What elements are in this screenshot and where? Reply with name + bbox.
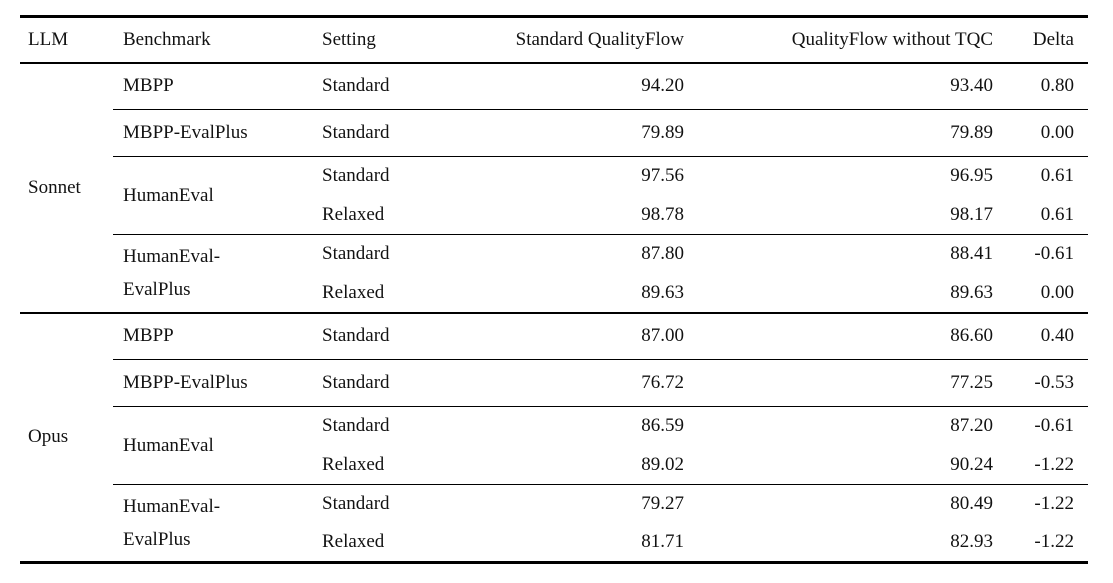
- table-row: HumanEval Standard 86.59 87.20 -0.61: [20, 406, 1088, 485]
- cell-qualityflow-without-tqc: 96.95: [690, 156, 998, 196]
- cell-delta: 0.61: [998, 156, 1088, 196]
- cell-standard-qualityflow: 94.20: [641, 75, 684, 97]
- table-row: Relaxed 89.02 90.24 -1.22: [20, 446, 1088, 485]
- cell-benchmark: MBPP-EvalPlus: [113, 359, 315, 407]
- cell-setting: Standard: [315, 359, 440, 407]
- cell-delta: -1.22: [998, 484, 1088, 524]
- cell-qualityflow-without-tqc: 82.93: [950, 531, 993, 553]
- cell-delta: 0.80: [1040, 75, 1074, 97]
- table-row: Relaxed 81.71 82.93 -1.22: [20, 524, 1088, 563]
- cell-delta: 0.00: [1040, 281, 1074, 303]
- cell-delta: -0.61: [998, 234, 1088, 274]
- table-row: Opus MBPP Standard 87.00 86.60 0.40: [20, 311, 1088, 563]
- cell-qualityflow-without-tqc: 90.24: [950, 453, 993, 475]
- cell-qualityflow-without-tqc: 87.20: [690, 406, 998, 446]
- paper-table-figure: LLM Benchmark Setting Standard QualityFl…: [20, 15, 1088, 564]
- cell-setting: Standard: [315, 234, 440, 274]
- cell-benchmark: MBPP: [113, 311, 315, 360]
- table-row: Sonnet MBPP Standard 94.20 93.40 0.80: [20, 63, 1088, 197]
- cell-standard-qualityflow: 89.02: [641, 453, 684, 475]
- results-table: LLM Benchmark Setting Standard QualityFl…: [20, 15, 1088, 564]
- table-row: MBPP-EvalPlus Standard 76.72 77.25 -0.53: [20, 359, 1088, 407]
- cell-standard-qualityflow: 89.63: [641, 281, 684, 303]
- table-row: MBPP-EvalPlus Standard 79.89 79.89 0.00: [20, 109, 1088, 157]
- cell-standard-qualityflow: 86.59: [440, 406, 690, 446]
- cell-qualityflow-without-tqc: 80.49: [690, 484, 998, 524]
- cell-qualityflow-without-tqc: 88.41: [690, 234, 998, 274]
- cell-setting: Standard: [315, 484, 440, 524]
- llm-group-label-opus: Opus: [20, 311, 113, 563]
- header-qualityflow-without-tqc: QualityFlow without TQC: [791, 28, 993, 50]
- table-row: Relaxed 89.63 89.63 0.00: [20, 274, 1088, 313]
- cell-qualityflow-without-tqc: 79.89: [690, 109, 998, 157]
- table-row: Relaxed 98.78 98.17 0.61: [20, 196, 1088, 235]
- llm-group-label-sonnet: Sonnet: [28, 176, 81, 198]
- cell-benchmark: MBPP: [123, 75, 174, 97]
- cell-setting: Relaxed: [322, 203, 385, 225]
- cell-qualityflow-without-tqc: 89.63: [950, 281, 993, 303]
- cell-delta: 0.40: [998, 311, 1088, 360]
- cell-setting: Standard: [315, 156, 440, 196]
- cell-delta: 0.61: [1040, 203, 1074, 225]
- cell-setting: Standard: [322, 75, 390, 97]
- header-standard-qualityflow: Standard QualityFlow: [515, 28, 684, 50]
- cell-qualityflow-without-tqc: 93.40: [950, 75, 993, 97]
- cell-benchmark: MBPP-EvalPlus: [113, 109, 315, 157]
- header-benchmark: Benchmark: [123, 28, 211, 50]
- cell-standard-qualityflow: 81.71: [641, 531, 684, 553]
- header-delta: Delta: [1032, 28, 1074, 50]
- cell-standard-qualityflow: 87.00: [440, 311, 690, 360]
- cell-standard-qualityflow: 97.56: [440, 156, 690, 196]
- cell-delta: 0.00: [998, 109, 1088, 157]
- cell-setting: Standard: [315, 311, 440, 360]
- header-llm: LLM: [28, 28, 69, 50]
- cell-setting: Relaxed: [322, 531, 385, 553]
- cell-benchmark: HumanEval-EvalPlus: [113, 234, 315, 313]
- cell-standard-qualityflow: 79.89: [440, 109, 690, 157]
- cell-delta: -0.53: [998, 359, 1088, 407]
- cell-standard-qualityflow: 79.27: [440, 484, 690, 524]
- cell-qualityflow-without-tqc: 86.60: [690, 311, 998, 360]
- cell-qualityflow-without-tqc: 98.17: [950, 203, 993, 225]
- cell-setting: Relaxed: [322, 453, 385, 475]
- header-row: LLM Benchmark Setting Standard QualityFl…: [20, 17, 1088, 63]
- cell-benchmark: HumanEval: [113, 156, 315, 235]
- cell-delta: -1.22: [1034, 531, 1074, 553]
- table-row: HumanEval-EvalPlus Standard 79.27 80.49 …: [20, 484, 1088, 563]
- cell-setting: Standard: [315, 406, 440, 446]
- cell-benchmark: HumanEval: [113, 406, 315, 485]
- cell-standard-qualityflow: 76.72: [440, 359, 690, 407]
- cell-qualityflow-without-tqc: 77.25: [690, 359, 998, 407]
- cell-delta: -1.22: [1034, 453, 1074, 475]
- cell-standard-qualityflow: 98.78: [641, 203, 684, 225]
- benchmark-label: HumanEval-EvalPlus: [123, 496, 221, 550]
- table-row: HumanEval Standard 97.56 96.95 0.61: [20, 156, 1088, 235]
- header-setting: Setting: [322, 28, 376, 50]
- cell-benchmark: HumanEval-EvalPlus: [113, 484, 315, 563]
- benchmark-label: HumanEval-EvalPlus: [123, 246, 221, 301]
- cell-setting: Standard: [315, 109, 440, 157]
- cell-standard-qualityflow: 87.80: [440, 234, 690, 274]
- cell-delta: -0.61: [998, 406, 1088, 446]
- cell-setting: Relaxed: [322, 281, 385, 303]
- table-row: HumanEval-EvalPlus Standard 87.80 88.41 …: [20, 234, 1088, 313]
